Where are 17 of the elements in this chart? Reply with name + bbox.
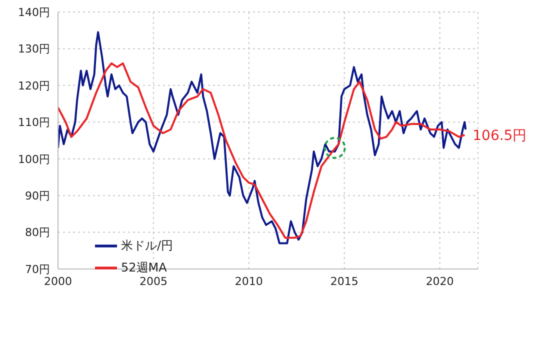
y-tick-label: 80円	[25, 226, 50, 240]
x-tick-label: 2020	[426, 274, 454, 288]
y-tick-label: 90円	[25, 189, 50, 202]
y-tick-label: 110円	[18, 116, 50, 130]
legend-label: 米ドル/円	[121, 238, 174, 252]
y-tick-label: 120円	[18, 79, 50, 92]
y-tick-label: 100円	[18, 152, 50, 166]
line-series	[58, 62, 466, 239]
legend-label: 52週MA	[121, 260, 167, 274]
y-tick-label: 130円	[18, 42, 50, 56]
x-tick-label: 2015	[330, 274, 358, 288]
x-tick-label: 2005	[139, 274, 168, 288]
y-tick-label: 140円	[18, 6, 50, 19]
x-tick-label: 2010	[234, 274, 263, 288]
annotation: 106.5円	[472, 128, 527, 144]
x-tick-label: 2000	[44, 274, 72, 288]
y-tick-label: 70円	[25, 262, 50, 276]
